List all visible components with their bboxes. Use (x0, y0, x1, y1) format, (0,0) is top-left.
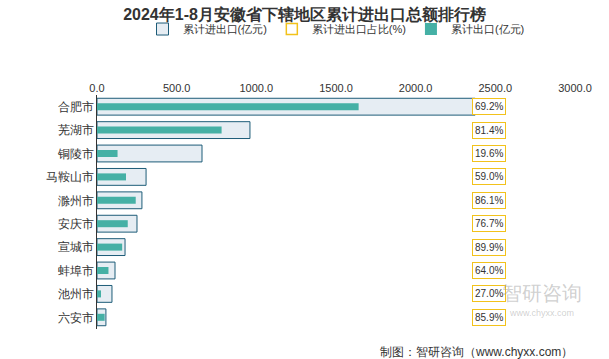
svg-text:64.0%: 64.0% (475, 265, 503, 276)
svg-text:89.9%: 89.9% (475, 242, 503, 253)
svg-text:1500.0: 1500.0 (319, 82, 353, 94)
svg-text:蚌埠市: 蚌埠市 (58, 264, 94, 278)
svg-text:0.0: 0.0 (89, 82, 104, 94)
svg-text:滁州市: 滁州市 (58, 194, 94, 208)
svg-text:累计进出口(亿元): 累计进出口(亿元) (183, 23, 267, 35)
svg-text:81.4%: 81.4% (475, 125, 503, 136)
svg-text:安庆市: 安庆市 (58, 217, 94, 231)
svg-text:智研咨询: 智研咨询 (502, 282, 582, 304)
svg-text:3000.0: 3000.0 (558, 82, 592, 94)
svg-text:500.0: 500.0 (163, 82, 191, 94)
svg-text:合肥市: 合肥市 (58, 100, 94, 114)
svg-text:铜陵市: 铜陵市 (57, 147, 94, 161)
svg-text:宣城市: 宣城市 (58, 240, 94, 254)
svg-text:六安市: 六安市 (58, 311, 94, 325)
svg-text:19.6%: 19.6% (475, 148, 503, 159)
svg-text:85.9%: 85.9% (475, 312, 503, 323)
svg-text:2000.0: 2000.0 (399, 82, 433, 94)
svg-text:累计进出口占比(%): 累计进出口占比(%) (312, 23, 406, 35)
svg-text:2500.0: 2500.0 (479, 82, 513, 94)
svg-text:76.7%: 76.7% (475, 218, 503, 229)
svg-text:累计出口(亿元): 累计出口(亿元) (451, 23, 524, 35)
svg-text:www.chyxx.com: www.chyxx.com (509, 308, 574, 318)
svg-text:69.2%: 69.2% (475, 101, 503, 112)
svg-text:制图：智研咨询（www.chyxx.com）: 制图：智研咨询（www.chyxx.com） (380, 345, 573, 359)
svg-text:27.0%: 27.0% (475, 288, 503, 299)
svg-text:59.0%: 59.0% (475, 171, 503, 182)
svg-text:2024年1-8月安徽省下辖地区累计进出口总额排行榜: 2024年1-8月安徽省下辖地区累计进出口总额排行榜 (123, 5, 486, 23)
svg-text:芜湖市: 芜湖市 (58, 123, 94, 137)
svg-text:池州市: 池州市 (58, 287, 94, 301)
svg-text:86.1%: 86.1% (475, 195, 503, 206)
svg-text:马鞍山市: 马鞍山市 (46, 170, 94, 184)
svg-text:1000.0: 1000.0 (240, 82, 274, 94)
